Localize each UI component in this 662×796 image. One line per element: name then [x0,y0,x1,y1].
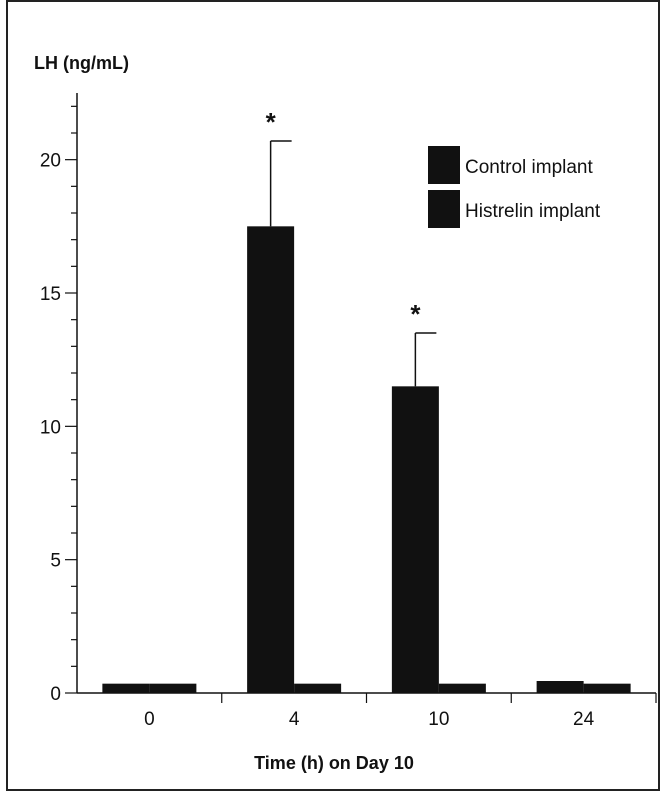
bar [102,683,150,693]
x-axis-label: Time (h) on Day 10 [254,753,414,773]
bar [438,683,486,693]
axes: 0 5 10 15 20 0 4 10 24 [40,93,657,730]
y-tick-label: 20 [40,151,61,172]
bar-chart: LH (ng/mL) Time (h) on Day 10 0 5 10 15 20 0 4… [34,53,657,773]
bar [247,226,295,694]
legend-swatch [428,190,460,228]
y-tick-label: 0 [50,684,61,705]
legend-label: Control implant [465,157,593,178]
x-tick-label: 24 [573,709,595,730]
bar [583,683,631,693]
bar [294,683,342,693]
y-tick-label: 10 [40,417,61,438]
x-tick-label: 4 [289,709,300,730]
bars: ** [102,107,631,694]
bar [536,681,584,693]
y-tick-label: 15 [40,284,61,305]
bar [391,386,439,693]
y-tick-label: 5 [50,551,61,572]
significance-marker: * [410,299,421,329]
legend: Control implant Histrelin implant [428,146,601,228]
x-tick-label: 10 [428,709,449,730]
bar [149,683,197,693]
significance-marker: * [266,107,277,137]
chart-frame: LH (ng/mL) Time (h) on Day 10 0 5 10 15 20 0 4… [6,0,660,791]
legend-swatch [428,146,460,184]
legend-label: Histrelin implant [465,201,601,222]
y-axis-label: LH (ng/mL) [34,53,129,73]
x-tick-label: 0 [144,709,155,730]
